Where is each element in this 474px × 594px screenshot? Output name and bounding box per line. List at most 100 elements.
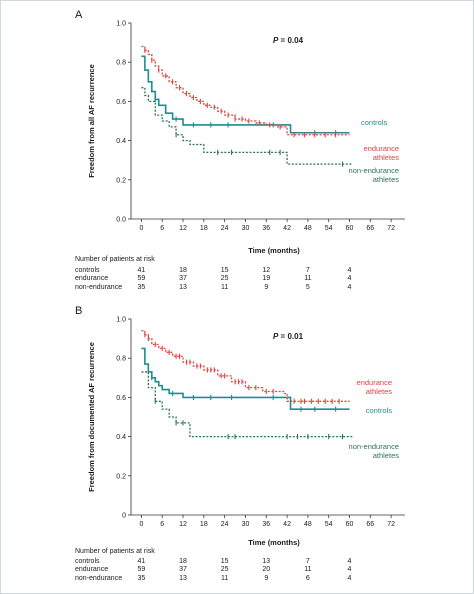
panel-label: B — [75, 305, 82, 317]
y-tick-label: 0.0 — [116, 217, 126, 224]
risk-cell: 4 — [348, 558, 352, 565]
y-tick-label: 0.8 — [116, 60, 126, 67]
x-tick-label: 0 — [139, 521, 143, 528]
risk-cell: 4 — [348, 575, 352, 582]
risk-cell: 37 — [179, 275, 187, 282]
x-tick-label: 0 — [139, 225, 143, 232]
x-tick-label: 12 — [179, 521, 187, 528]
risk-cell: 13 — [179, 575, 187, 582]
panel-a: A0.00.20.40.60.81.00 6 12 18 24 30 36 42 48 54 60 6… — [75, 9, 405, 291]
risk-table-heading: Number of patients at risk — [75, 548, 155, 555]
curve-controls — [141, 55, 350, 134]
x-tick-label: 24 — [221, 521, 229, 528]
x-tick-label: 42 — [283, 225, 291, 232]
risk-cell: 15 — [221, 267, 229, 274]
x-axis-title: Time (months) — [248, 538, 300, 547]
y-tick-label: 1.0 — [116, 317, 126, 324]
risk-cell: 11 — [304, 566, 311, 573]
risk-cell: 19 — [262, 275, 270, 282]
series-label-controls: controls — [361, 118, 388, 127]
x-tick-label: 18 — [200, 521, 208, 528]
x-tick-label: 18 — [200, 225, 208, 232]
curve-controls — [141, 347, 350, 410]
risk-cell: 41 — [138, 267, 146, 274]
x-tick-label: 30 — [242, 521, 250, 528]
x-tick-label: 66 — [366, 225, 374, 232]
risk-cell: 9 — [264, 575, 268, 582]
curve-non-endurance-athletes — [141, 87, 353, 165]
x-tick-label: 36 — [262, 225, 270, 232]
y-tick-label: 1.0 — [116, 21, 126, 28]
x-tick-label: 6 — [160, 521, 164, 528]
risk-cell: 12 — [262, 267, 270, 274]
x-tick-label: 54 — [325, 521, 333, 528]
risk-row-label: endurance — [75, 275, 108, 282]
curve-non-endurance-athletes — [141, 371, 353, 438]
risk-cell: 13 — [262, 558, 270, 565]
risk-row-label: non-endurance — [75, 284, 122, 291]
risk-cell: 4 — [348, 566, 352, 573]
panel-label: A — [75, 9, 83, 21]
risk-cell: 5 — [306, 284, 310, 291]
x-tick-label: 60 — [346, 521, 354, 528]
p-value-title: P = 0.01 — [273, 332, 304, 341]
y-tick-label: 0.6 — [116, 99, 126, 106]
risk-table-heading: Number of patients at risk — [75, 256, 155, 263]
y-tick-label: 0.8 — [116, 356, 126, 363]
series-label-non-endurance-athletes: non-endurance athletes — [349, 442, 400, 460]
series-label-controls: controls — [366, 406, 393, 415]
risk-cell: 11 — [304, 275, 311, 282]
y-axis-title: Freedom from documented AF recurrence — [87, 342, 96, 492]
x-axis-title: Time (months) — [248, 246, 300, 255]
risk-cell: 59 — [138, 275, 146, 282]
x-tick-label: 54 — [325, 225, 333, 232]
risk-cell: 13 — [179, 284, 187, 291]
series-label-non-endurance-athletes: non-endurance athletes — [349, 166, 400, 184]
risk-cell: 41 — [138, 558, 146, 565]
risk-cell: 59 — [138, 566, 146, 573]
risk-cell: 7 — [306, 267, 310, 274]
risk-cell: 11 — [221, 284, 228, 291]
risk-cell: 25 — [221, 566, 229, 573]
series-label-endurance-athletes: endurance athletes — [364, 144, 400, 162]
risk-row-label: controls — [75, 558, 100, 565]
y-tick-label: 0.4 — [116, 138, 126, 145]
panel-b: B 0 0.2 0.4 0.6 0.8 1.0 0 6 12 18 24 30 36 42 48 54 60 66 7… — [75, 305, 405, 582]
risk-cell: 6 — [306, 575, 310, 582]
x-tick-label: 24 — [221, 225, 229, 232]
x-tick-label: 66 — [366, 521, 374, 528]
x-tick-label: 42 — [283, 521, 291, 528]
risk-row-label: non-endurance — [75, 575, 122, 582]
curve-endurance-athletes — [141, 45, 350, 136]
risk-cell: 35 — [138, 284, 146, 291]
y-tick-label: 0.6 — [116, 395, 126, 402]
risk-cell: 25 — [221, 275, 229, 282]
risk-cell: 18 — [179, 558, 187, 565]
y-tick-label: 0.2 — [116, 177, 126, 184]
y-axis-title: Freedom from all AF recurrence — [87, 64, 96, 178]
x-tick-label: 48 — [304, 225, 312, 232]
risk-row-label: controls — [75, 267, 100, 274]
y-tick-label: 0 — [122, 513, 126, 520]
y-tick-label: 0.2 — [116, 473, 126, 480]
risk-cell: 4 — [348, 284, 352, 291]
risk-cell: 4 — [348, 267, 352, 274]
risk-cell: 4 — [348, 275, 352, 282]
x-tick-label: 72 — [387, 225, 395, 232]
y-tick-label: 0.4 — [116, 434, 126, 441]
x-tick-label: 72 — [387, 521, 395, 528]
risk-cell: 20 — [262, 566, 270, 573]
risk-cell: 37 — [179, 566, 187, 573]
x-tick-label: 36 — [262, 521, 270, 528]
curve-endurance-athletes — [141, 330, 350, 402]
x-tick-label: 12 — [179, 225, 187, 232]
x-tick-label: 48 — [304, 521, 312, 528]
series-label-endurance-athletes: endurance athletes — [357, 378, 393, 396]
risk-cell: 11 — [221, 575, 228, 582]
x-tick-label: 60 — [346, 225, 354, 232]
risk-cell: 15 — [221, 558, 229, 565]
risk-cell: 7 — [306, 558, 310, 565]
risk-cell: 18 — [179, 267, 187, 274]
